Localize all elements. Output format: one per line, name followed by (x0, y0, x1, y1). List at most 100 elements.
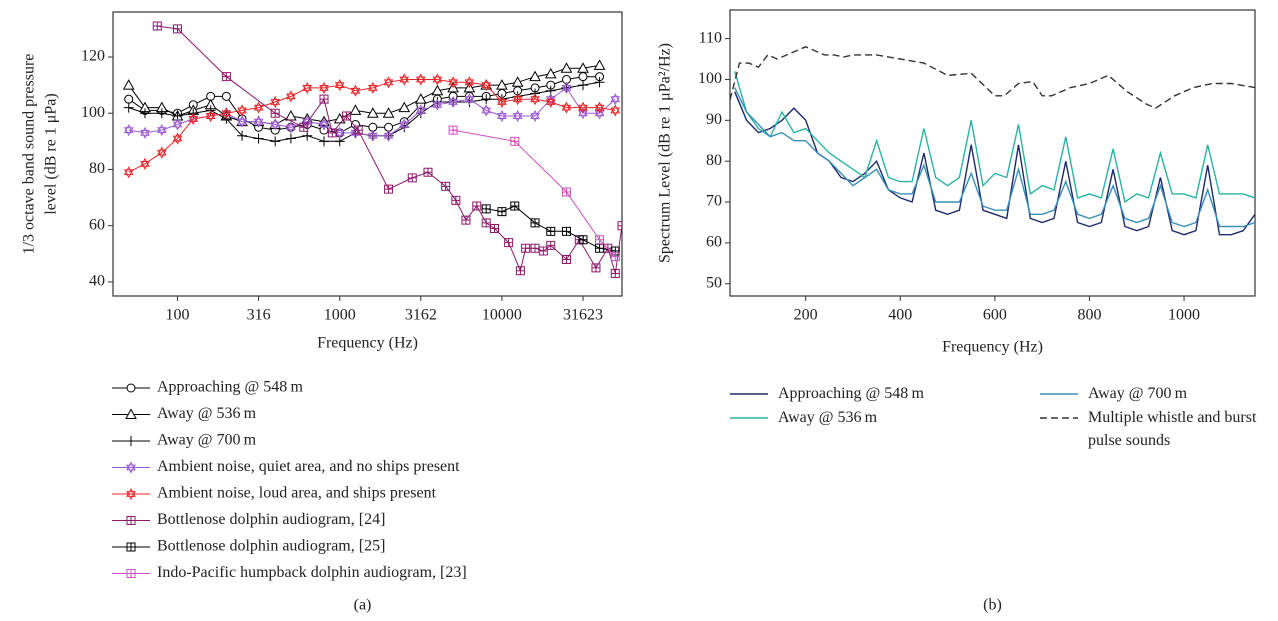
marker (126, 487, 136, 501)
marker (481, 79, 492, 92)
marker (578, 107, 588, 120)
x-tick-label: 400 (888, 307, 912, 324)
marker (432, 98, 443, 111)
marker (561, 254, 571, 264)
marker (319, 136, 330, 147)
x-tick-label: 100 (166, 307, 190, 324)
marker (414, 93, 427, 104)
marker (594, 77, 605, 88)
legend-label: Multiple whistle and burst pulse sounds (1088, 409, 1257, 449)
marker (237, 130, 248, 141)
series-line (730, 46, 1255, 109)
marker (383, 129, 394, 142)
plot-frame (729, 9, 1256, 297)
series-line (734, 91, 1255, 236)
marker (286, 121, 296, 134)
marker (353, 125, 363, 135)
marker (448, 125, 458, 135)
marker (319, 94, 329, 104)
marker (610, 252, 620, 262)
marker (221, 72, 231, 82)
y-axis-label: level (dB re 1 μPa) (43, 93, 60, 214)
y-tick-label: 110 (699, 29, 722, 46)
marker (407, 173, 417, 183)
series-line (128, 76, 600, 134)
marker (124, 94, 134, 104)
marker (545, 95, 556, 109)
marker (140, 157, 150, 170)
x-tick-label: 31623 (563, 307, 603, 324)
marker (285, 110, 297, 121)
marker (221, 91, 231, 101)
marker (285, 133, 296, 144)
marker (270, 136, 281, 147)
x-axis-label: Frequency (Hz) (317, 335, 418, 352)
y-tick-label: 60 (89, 216, 105, 233)
marker (464, 93, 475, 106)
legend-label: Bottlenose dolphin audiogram, [24] (157, 511, 385, 528)
legend-label: Ambient noise, loud area, and ships pres… (157, 485, 437, 502)
marker (464, 76, 475, 89)
marker (578, 101, 588, 114)
marker (481, 218, 491, 228)
legend-entry: Away @ 536 m (778, 409, 878, 426)
marker (333, 112, 346, 124)
series-line (453, 129, 616, 257)
marker (126, 461, 136, 474)
x-tick-label: 600 (983, 307, 1007, 324)
marker (367, 81, 378, 94)
marker (399, 118, 410, 131)
marker (595, 243, 605, 253)
marker (481, 204, 491, 214)
marker (126, 436, 136, 446)
legend-label: Indo-Pacific humpback dolphin audiogram,… (157, 564, 467, 581)
marker (591, 263, 601, 273)
marker (610, 104, 621, 117)
series-line (734, 87, 1255, 228)
x-tick-label: 316 (247, 307, 271, 324)
marker (504, 238, 514, 248)
marker (156, 146, 167, 159)
marker (172, 132, 183, 145)
marker (270, 95, 281, 109)
marker (497, 207, 507, 217)
marker (173, 24, 183, 34)
marker (510, 201, 520, 211)
marker (286, 90, 296, 103)
marker (334, 126, 345, 139)
y-axis-label: Spectrum Level (dB re 1 μPa²/Hz) (657, 43, 674, 263)
marker (125, 408, 137, 419)
plot-area (122, 21, 622, 279)
marker (432, 73, 443, 86)
marker (302, 130, 313, 141)
marker (126, 383, 136, 393)
marker (530, 243, 540, 253)
marker (423, 167, 433, 177)
marker (237, 115, 247, 128)
legend-label: Away @ 536 m (778, 409, 878, 426)
marker (270, 108, 280, 118)
marker (398, 101, 411, 113)
legend-label: Approaching @ 548 m (778, 385, 924, 402)
marker (529, 70, 541, 82)
marker (546, 240, 556, 250)
y-tick-label: 100 (81, 104, 105, 121)
marker (415, 104, 426, 117)
marker (188, 112, 199, 125)
x-tick-label: 800 (1077, 307, 1101, 324)
marker (415, 73, 426, 86)
marker (126, 516, 136, 525)
plot-frame (112, 11, 623, 297)
marker (383, 76, 394, 89)
marker (481, 94, 492, 105)
marker (126, 569, 136, 578)
x-tick-label: 10000 (482, 307, 522, 324)
marker (448, 95, 458, 109)
plot-area (730, 46, 1255, 236)
x-tick-label: 3162 (405, 307, 437, 324)
marker (302, 81, 313, 94)
marker (595, 235, 605, 245)
marker (561, 101, 572, 114)
marker (140, 126, 150, 139)
